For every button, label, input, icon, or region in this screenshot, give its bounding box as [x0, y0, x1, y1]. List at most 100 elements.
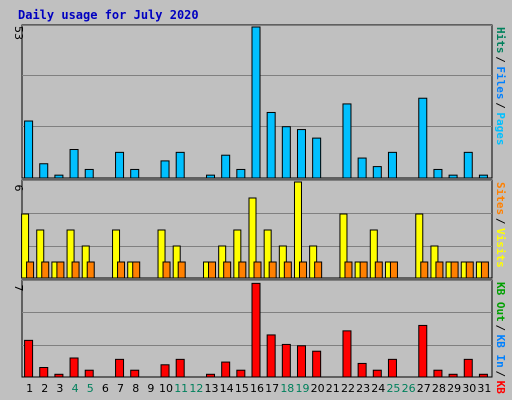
x-tick-label: 25 — [386, 382, 400, 395]
x-tick-label: 29 — [447, 382, 461, 395]
x-tick-label: 27 — [417, 382, 431, 395]
bar-sites — [450, 261, 459, 279]
bar-kb-f — [236, 369, 246, 378]
legend-separator: / — [494, 56, 507, 63]
legend-label: Pages — [494, 112, 507, 145]
x-tick-label: 21 — [326, 382, 340, 395]
bar-sites — [71, 261, 80, 279]
bar-sites — [117, 261, 126, 279]
bar-sites — [420, 261, 429, 279]
bar-kb-f — [251, 282, 261, 378]
bar-kb-f — [175, 358, 185, 378]
bar-kb-f — [160, 364, 170, 378]
x-tick-label: 19 — [295, 382, 309, 395]
legend-3: KB Out / KB In / KB F — [494, 282, 507, 400]
x-tick-label: 4 — [72, 382, 79, 395]
chart-panel-2: 6 Sites / Visits — [12, 179, 507, 279]
bar-kb-f — [281, 343, 291, 378]
bar-kb-f — [54, 373, 64, 378]
x-tick-label: 2 — [41, 382, 48, 395]
bar-kb-f — [266, 334, 276, 378]
bar-hits — [357, 157, 367, 179]
bar-kb-f — [24, 339, 34, 378]
bar-hits — [221, 154, 231, 179]
bar-visits — [112, 229, 121, 279]
x-axis-labels: 1 2 3 4 5 6 7 8 9 10 11 12 13 14 15 16 17 18 19 20 21 22 23 24 2… — [26, 382, 491, 395]
bar-visits — [21, 213, 30, 279]
legend-label: Hits — [494, 27, 507, 54]
legend-separator: / — [494, 371, 507, 378]
bar-kb-f — [433, 369, 443, 378]
x-tick-label: 24 — [371, 382, 385, 395]
bar-sites — [223, 261, 232, 279]
bar-sites — [465, 261, 474, 279]
x-tick-label: 28 — [432, 382, 446, 395]
bar-kb-f — [84, 369, 94, 378]
x-tick-label: 1 — [26, 382, 33, 395]
x-tick-label: 12 — [189, 382, 203, 395]
bar-visits — [369, 229, 378, 279]
y-max-label: 7 — [12, 285, 25, 292]
bar-kb-f — [387, 358, 397, 378]
y-max-label: 53 — [12, 26, 25, 40]
x-tick-label: 13 — [205, 382, 219, 395]
x-tick-label: 26 — [402, 382, 416, 395]
bar-hits — [478, 174, 488, 179]
bar-hits — [342, 103, 352, 179]
x-tick-label: 9 — [147, 382, 154, 395]
bar-hits — [54, 174, 64, 179]
legend-1: Hits / Files / Pages — [494, 27, 507, 146]
bar-hits — [84, 168, 94, 179]
bar-kb-f — [130, 369, 140, 378]
bar-visits — [233, 229, 242, 279]
x-tick-label: 16 — [250, 382, 264, 395]
bar-hits — [130, 168, 140, 179]
bar-kb-f — [342, 330, 352, 378]
bar-hits — [448, 174, 458, 179]
bar-sites — [344, 261, 353, 279]
bar-hits — [160, 160, 170, 179]
legend-label: KB Out — [494, 282, 507, 322]
bar-visits — [157, 229, 166, 279]
bar-hits — [69, 149, 79, 179]
chart-title: Daily usage for July 2020 — [18, 8, 199, 22]
bar-sites — [480, 261, 489, 279]
bar-kb-f — [418, 324, 428, 378]
legend-label: Files — [494, 66, 507, 99]
legend-label: KB In — [494, 335, 507, 368]
x-tick-label: 15 — [235, 382, 249, 395]
bar-hits — [312, 137, 322, 179]
bar-hits — [175, 151, 185, 179]
bar-visits — [339, 213, 348, 279]
bar-sites — [177, 261, 186, 279]
chart-panel-1: 53 Hits / Files / Pages — [12, 24, 507, 179]
x-tick-label: 7 — [117, 382, 124, 395]
bar-visits — [248, 197, 257, 279]
bar-hits — [115, 151, 125, 179]
bar-kb-f — [448, 373, 458, 378]
x-tick-label: 11 — [174, 382, 188, 395]
legend-label: KB F — [494, 381, 507, 400]
x-tick-label: 30 — [462, 382, 476, 395]
bar-hits — [296, 129, 306, 179]
bar-visits — [415, 213, 424, 279]
bar-kb-f — [296, 345, 306, 378]
bar-hits — [433, 168, 443, 179]
bar-kb-f — [69, 357, 79, 378]
bar-hits — [418, 97, 428, 179]
y-max-label: 6 — [12, 185, 25, 192]
bar-visits — [66, 229, 75, 279]
bar-sites — [283, 261, 292, 279]
bar-sites — [389, 261, 398, 279]
bar-hits — [387, 151, 397, 179]
bar-hits — [236, 168, 246, 179]
legend-label: Sites — [494, 182, 507, 215]
chart-panel-3: 7 KB Out / KB In / KB F — [12, 279, 507, 400]
bar-sites — [132, 261, 141, 279]
bar-hits — [39, 163, 49, 179]
bar-kb-f — [221, 361, 231, 378]
x-tick-label: 8 — [132, 382, 139, 395]
bar-sites — [41, 261, 50, 279]
